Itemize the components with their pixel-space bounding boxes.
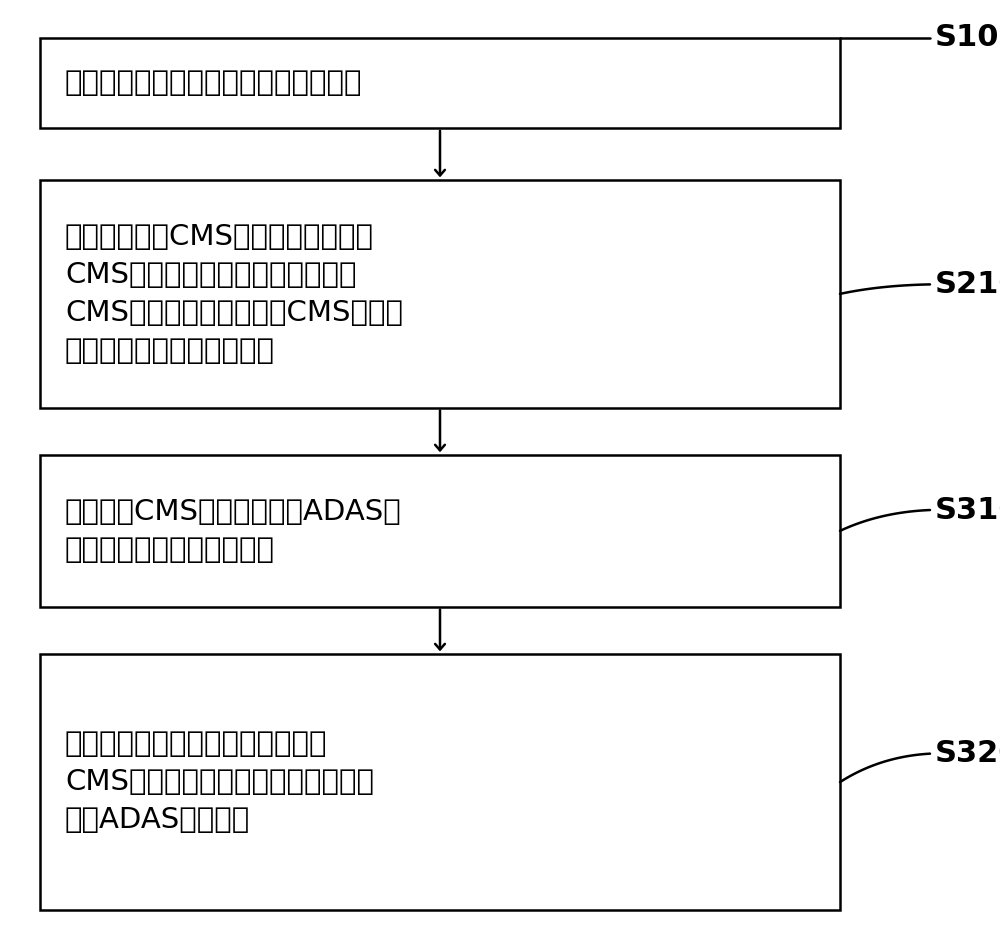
Text: 获取所述车载摄像头采集的图像信息；: 获取所述车载摄像头采集的图像信息； (65, 69, 362, 97)
Text: S210: S210 (935, 270, 1000, 299)
Bar (40, 38, 840, 128)
Text: S320: S320 (935, 739, 1000, 768)
Bar (40, 180, 840, 408)
Text: 建立所述CMS控制器与所述ADAS控
制器之间的第一数据通道；: 建立所述CMS控制器与所述ADAS控 制器之间的第一数据通道； (65, 498, 402, 564)
Text: 发送所述第一CMS摄像头和所述第二
CMS摄像头采集的图像信息至所述
CMS控制器，并通过所述CMS控制器
对所述图像信息进行处理；: 发送所述第一CMS摄像头和所述第二 CMS摄像头采集的图像信息至所述 CMS控制… (65, 223, 403, 365)
Text: S310: S310 (935, 496, 1000, 524)
Text: S100: S100 (935, 24, 1000, 52)
Bar (40, 455, 840, 607)
Bar (40, 654, 840, 910)
Text: 基于所述第一数据通道，通过所述
CMS控制器发送处理后的图像信息至
所述ADAS控制器。: 基于所述第一数据通道，通过所述 CMS控制器发送处理后的图像信息至 所述ADAS… (65, 730, 374, 834)
